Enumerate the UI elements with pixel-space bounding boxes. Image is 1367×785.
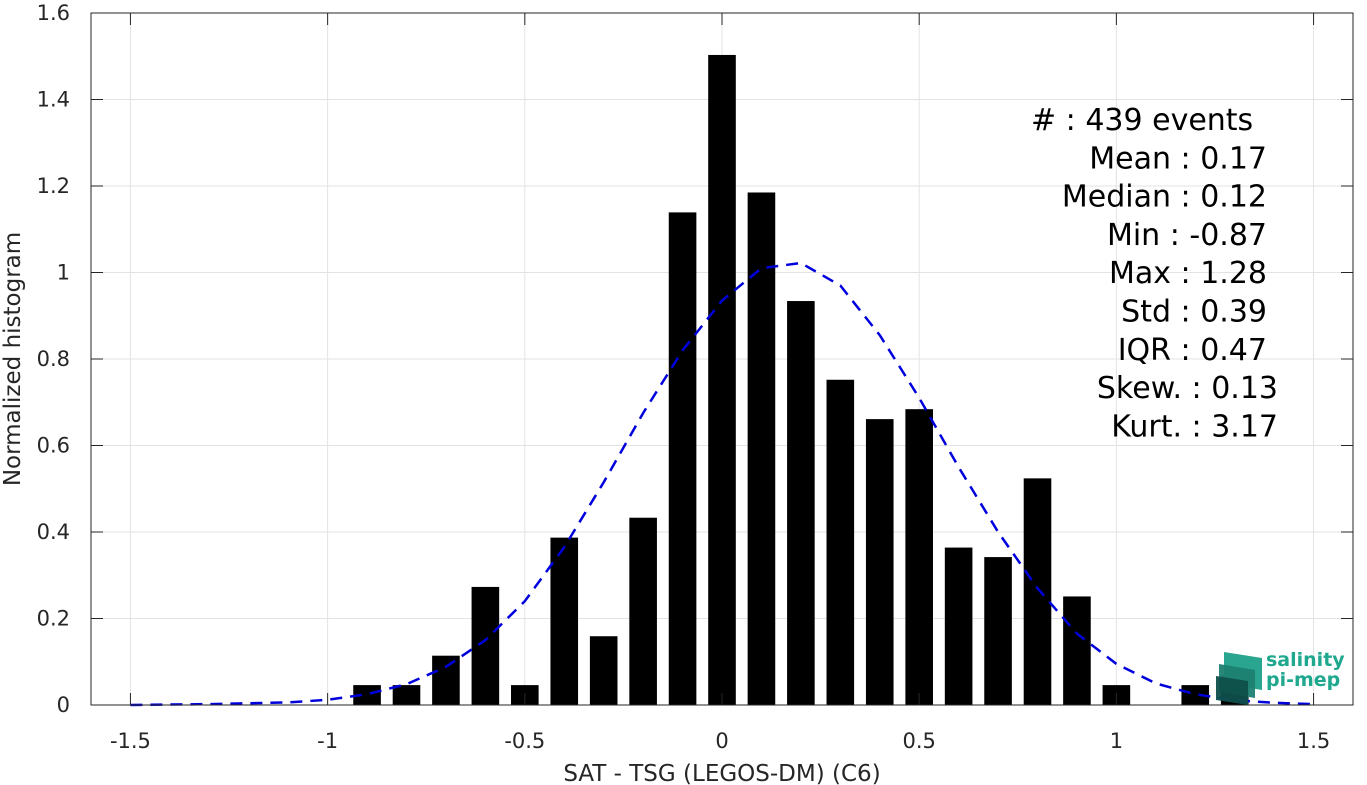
y-axis-label: Normalized histogram bbox=[0, 232, 26, 486]
histogram-bar bbox=[865, 419, 894, 705]
histogram-bar bbox=[747, 192, 776, 706]
histogram-bar bbox=[984, 557, 1012, 705]
x-tick-label: 0.5 bbox=[902, 729, 935, 753]
histogram-bar bbox=[826, 379, 855, 705]
x-tick-labels: -1.5 -1 -0.5 0 0.5 1 1.5 bbox=[110, 729, 1330, 753]
histogram-bar bbox=[1063, 596, 1091, 705]
histogram-bar bbox=[550, 537, 579, 705]
normal-fit-curve bbox=[130, 261, 1314, 707]
x-tick-label: -1 bbox=[317, 729, 338, 753]
y-tick-label: 0.8 bbox=[37, 347, 70, 371]
y-tick-label: 1.2 bbox=[37, 174, 70, 198]
y-tick-label: 1 bbox=[57, 261, 70, 285]
logo-icon bbox=[1216, 652, 1262, 705]
stat-line: # : 439 events bbox=[1031, 103, 1253, 138]
y-tick-labels: 0 0.2 0.4 0.6 0.8 1 1.2 1.4 1.6 bbox=[37, 1, 70, 717]
histogram-bar bbox=[589, 636, 618, 705]
histogram-bar bbox=[471, 586, 500, 705]
histogram-bar bbox=[905, 409, 933, 705]
stat-line: Median : 0.12 bbox=[1062, 180, 1267, 215]
salinity-pimep-logo: salinity pi-mep bbox=[1216, 649, 1345, 705]
histogram-bar bbox=[392, 685, 421, 705]
stat-line: Mean : 0.17 bbox=[1089, 141, 1267, 176]
stat-line: Kurt. : 3.17 bbox=[1111, 409, 1278, 444]
histogram-bar bbox=[944, 547, 973, 705]
x-tick-label: 1.5 bbox=[1297, 729, 1330, 753]
y-tick-label: 0.4 bbox=[37, 520, 70, 544]
histogram-bar bbox=[1181, 685, 1210, 705]
x-tick-label: -0.5 bbox=[504, 729, 545, 753]
histogram-bar bbox=[787, 301, 815, 705]
y-tick-label: 0.6 bbox=[37, 434, 70, 458]
x-tick-label: 1 bbox=[1110, 729, 1123, 753]
y-tick-label: 1.6 bbox=[37, 1, 70, 25]
stat-line: Std : 0.39 bbox=[1121, 295, 1267, 330]
y-tick-label: 0 bbox=[57, 693, 70, 717]
histogram-bar bbox=[668, 212, 697, 705]
x-tick-label: -1.5 bbox=[110, 729, 151, 753]
x-axis-label: SAT - TSG (LEGOS-DM) (C6) bbox=[563, 761, 880, 785]
stat-line: Max : 1.28 bbox=[1109, 256, 1267, 291]
histogram-bar bbox=[708, 54, 736, 705]
y-tick-label: 1.4 bbox=[37, 88, 70, 112]
histogram-bar bbox=[432, 655, 460, 705]
logo-line-2: pi-mep bbox=[1266, 669, 1340, 691]
histogram-bar bbox=[629, 517, 657, 705]
x-tick-label: 0 bbox=[715, 729, 728, 753]
histogram-bar bbox=[1023, 478, 1052, 705]
histogram-bars bbox=[353, 54, 1249, 706]
axis-ticks bbox=[91, 12, 1353, 706]
stat-line: Min : -0.87 bbox=[1107, 218, 1267, 253]
logo-line-1: salinity bbox=[1266, 649, 1345, 671]
stat-line: IQR : 0.47 bbox=[1118, 333, 1267, 368]
stat-line: Skew. : 0.13 bbox=[1097, 371, 1278, 406]
y-tick-label: 0.2 bbox=[37, 607, 70, 631]
histogram-bar bbox=[353, 685, 381, 705]
